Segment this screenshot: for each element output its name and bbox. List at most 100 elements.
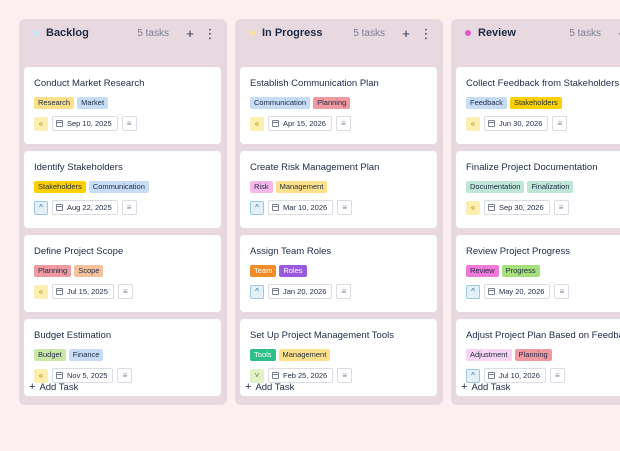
tag-badge: Planning [313, 97, 351, 109]
due-date-label: May 20, 2026 [499, 287, 545, 296]
due-date[interactable]: Apr 15, 2026 [268, 116, 332, 131]
double-chevron-up-icon[interactable]: « [34, 116, 48, 131]
due-date[interactable]: Jan 20, 2026 [268, 284, 333, 299]
due-date[interactable]: Mar 10, 2026 [268, 200, 334, 215]
add-task-label: Add Task [471, 381, 511, 393]
menu-icon[interactable]: ≡ [335, 116, 351, 131]
add-task-button[interactable]: + Add Task [245, 381, 294, 393]
column-title: In Progress [262, 27, 323, 39]
task-card[interactable]: Define Project Scope Planning Scope « Jul 15… [24, 235, 221, 312]
calendar-icon [272, 120, 279, 127]
calendar-icon [488, 372, 495, 379]
menu-icon[interactable]: ≡ [553, 200, 569, 215]
chevron-up-icon[interactable]: ^ [466, 368, 480, 383]
task-card[interactable]: Finalize Project Documentation Documentat… [456, 151, 620, 228]
double-chevron-up-icon[interactable]: « [466, 116, 480, 131]
task-meta: ˅ Feb 25, 2026 ≡ [250, 368, 427, 383]
task-card[interactable]: Set Up Project Management Tools Tools Mana… [240, 319, 437, 396]
menu-icon[interactable]: ≡ [549, 368, 565, 383]
menu-icon[interactable]: ≡ [121, 200, 137, 215]
column-title: Review [478, 27, 516, 39]
plus-icon: + [29, 381, 36, 393]
task-meta: « Jun 30, 2026 ≡ [466, 116, 620, 131]
plus-icon[interactable]: + [186, 25, 194, 41]
double-chevron-up-icon[interactable]: « [250, 116, 264, 131]
tag-list: Communication Planning [250, 97, 427, 109]
task-card[interactable]: Budget Estimation Budget Finance « Nov 5, 20… [24, 319, 221, 396]
task-title: Set Up Project Management Tools [250, 330, 394, 341]
due-date[interactable]: Sep 10, 2025 [52, 116, 118, 131]
menu-icon[interactable]: ≡ [117, 284, 133, 299]
column-title: Backlog [46, 27, 89, 39]
calendar-icon [56, 120, 63, 127]
tag-list: Feedback Stakeholders [466, 97, 620, 109]
task-title: Conduct Market Research [34, 78, 145, 89]
due-date[interactable]: Feb 25, 2026 [268, 368, 334, 383]
plus-icon[interactable]: + [615, 27, 620, 40]
task-card[interactable]: Conduct Market Research Research Market « Se… [24, 67, 221, 144]
due-date-label: Jul 15, 2025 [67, 287, 108, 296]
tag-list: Documentation Finalization [466, 181, 620, 193]
tag-list: Risk Management [250, 181, 427, 193]
tag-badge: Finalization [527, 181, 574, 193]
add-task-button[interactable]: + Add Task [29, 381, 78, 393]
task-title: Budget Estimation [34, 330, 112, 341]
menu-icon[interactable]: ≡ [121, 116, 137, 131]
task-card[interactable]: Create Risk Management Plan Risk Managemen… [240, 151, 437, 228]
task-title: Define Project Scope [34, 246, 124, 257]
due-date[interactable]: Sep 30, 2026 [484, 200, 550, 215]
task-meta: « Sep 10, 2025 ≡ [34, 116, 211, 131]
chevron-up-icon[interactable]: ^ [34, 200, 48, 215]
status-dot [33, 30, 39, 36]
task-meta: « Sep 30, 2026 ≡ [466, 200, 620, 215]
tag-badge: Finance [68, 349, 104, 361]
due-date-label: Jun 30, 2026 [499, 119, 543, 128]
menu-icon[interactable]: ≡ [336, 284, 352, 299]
tag-badge: Stakeholders [509, 97, 562, 109]
calendar-icon [488, 204, 495, 211]
add-task-button[interactable]: + Add Task [461, 381, 510, 393]
chevron-up-icon[interactable]: ^ [466, 284, 480, 299]
task-card[interactable]: Adjust Project Plan Based on Feedback Adj… [456, 319, 620, 396]
menu-icon[interactable]: ≡ [554, 284, 570, 299]
due-date[interactable]: May 20, 2026 [484, 284, 551, 299]
plus-icon[interactable]: + [402, 25, 410, 41]
task-card[interactable]: Assign Team Roles Team Roles ^ Jan 20, 2026 ≡ [240, 235, 437, 312]
task-card[interactable]: Identify Stakeholders Stakeholders Communi… [24, 151, 221, 228]
status-dot [465, 30, 471, 36]
chevron-up-icon[interactable]: ^ [250, 200, 264, 215]
task-meta: ^ Jan 20, 2026 ≡ [250, 284, 427, 299]
column-header: Backlog 5 tasks + ⋮ [19, 19, 227, 47]
due-date-label: Sep 10, 2025 [67, 119, 112, 128]
tag-badge: Progress [501, 265, 540, 277]
tag-badge: Review [466, 265, 499, 277]
double-chevron-up-icon[interactable]: « [34, 284, 48, 299]
due-date[interactable]: Jun 30, 2026 [484, 116, 549, 131]
double-chevron-up-icon[interactable]: « [34, 368, 48, 383]
menu-icon[interactable]: ≡ [337, 368, 353, 383]
menu-icon[interactable]: ≡ [552, 116, 568, 131]
more-vertical-icon[interactable]: ⋮ [203, 25, 217, 41]
due-date[interactable]: Nov 5, 2025 [52, 368, 114, 383]
add-task-label: Add Task [39, 381, 79, 393]
chevron-up-icon[interactable]: ^ [250, 284, 264, 299]
tag-badge: Management [275, 181, 328, 193]
task-card[interactable]: Collect Feedback from Stakeholders Feedba… [456, 67, 620, 144]
due-date[interactable]: Jul 15, 2025 [52, 284, 114, 299]
tag-list: Review Progress [466, 265, 620, 277]
task-card[interactable]: Review Project Progress Review Progress ^ Ma… [456, 235, 620, 312]
tag-list: Adjustment Planning [466, 349, 620, 361]
menu-icon[interactable]: ≡ [117, 368, 133, 383]
double-chevron-up-icon[interactable]: « [466, 200, 480, 215]
menu-icon[interactable]: ≡ [337, 200, 353, 215]
tag-badge: Team [250, 265, 277, 277]
chevron-down-icon[interactable]: ˅ [250, 368, 264, 383]
due-date[interactable]: Jul 10, 2026 [484, 368, 546, 383]
task-meta: ^ Aug 22, 2025 ≡ [34, 200, 211, 215]
due-date[interactable]: Aug 22, 2025 [52, 200, 118, 215]
more-vertical-icon[interactable]: ⋮ [419, 25, 433, 41]
task-card[interactable]: Establish Communication Plan Communicatio… [240, 67, 437, 144]
calendar-icon [56, 288, 63, 295]
